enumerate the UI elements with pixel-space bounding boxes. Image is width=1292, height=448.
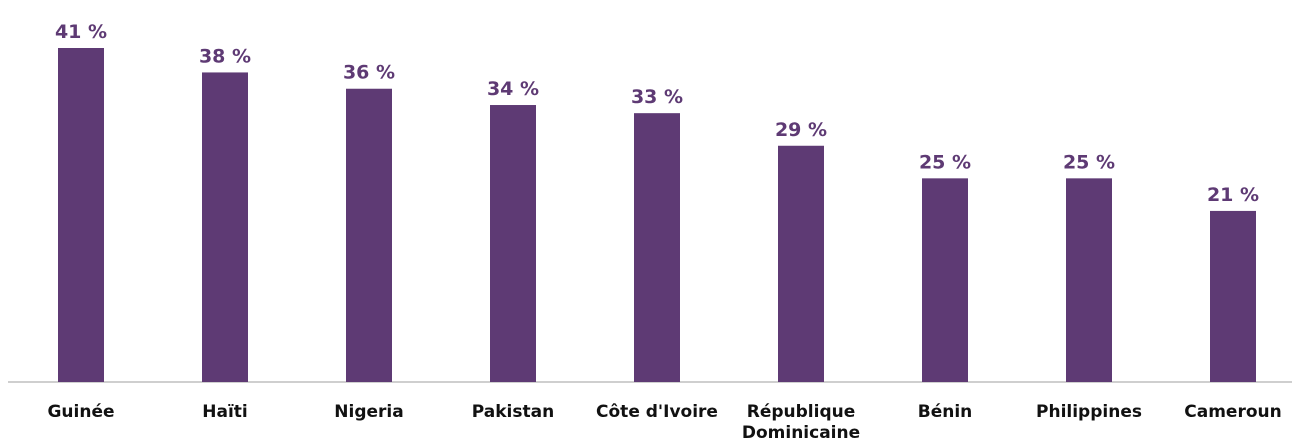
bar bbox=[490, 105, 536, 383]
value-label: 34 % bbox=[487, 78, 539, 100]
value-label: 21 % bbox=[1207, 184, 1259, 206]
bar bbox=[1066, 178, 1112, 382]
x-tick-label: Haïti bbox=[202, 402, 248, 422]
x-label-box: Guinée bbox=[47, 402, 115, 422]
x-label-box: Bénin bbox=[917, 402, 973, 422]
value-label: 36 % bbox=[343, 62, 395, 84]
bar bbox=[778, 145, 824, 382]
bar bbox=[634, 113, 680, 383]
x-tick-label: Philippines bbox=[1036, 402, 1142, 422]
x-tick-label: Côte d'Ivoire bbox=[596, 402, 718, 422]
x-label-box: Philippines bbox=[1036, 402, 1142, 422]
bar bbox=[58, 48, 104, 382]
x-tick-label: République Dominicaine bbox=[741, 402, 861, 443]
x-tick-label: Cameroun bbox=[1184, 402, 1282, 422]
bar bbox=[346, 88, 392, 383]
value-label: 38 % bbox=[199, 45, 251, 67]
x-label-box: Côte d'Ivoire bbox=[596, 402, 718, 422]
value-label: 25 % bbox=[919, 151, 971, 173]
x-label-box: Haïti bbox=[202, 402, 248, 422]
x-label-box: Nigeria bbox=[334, 402, 404, 422]
value-label: 41 % bbox=[55, 21, 107, 43]
x-tick-label: Bénin bbox=[917, 402, 973, 422]
value-label: 29 % bbox=[775, 119, 827, 141]
bar bbox=[202, 72, 248, 382]
bar bbox=[1210, 210, 1256, 382]
x-label-box: Cameroun bbox=[1184, 402, 1282, 422]
x-tick-label: Pakistan bbox=[471, 402, 555, 422]
x-label-box: Pakistan bbox=[471, 402, 555, 422]
x-tick-label: Guinée bbox=[47, 402, 115, 422]
value-label: 33 % bbox=[631, 86, 683, 108]
x-tick-label: Nigeria bbox=[334, 402, 404, 422]
x-label-box: République Dominicaine bbox=[741, 402, 861, 443]
bar bbox=[922, 178, 968, 382]
value-label: 25 % bbox=[1063, 151, 1115, 173]
